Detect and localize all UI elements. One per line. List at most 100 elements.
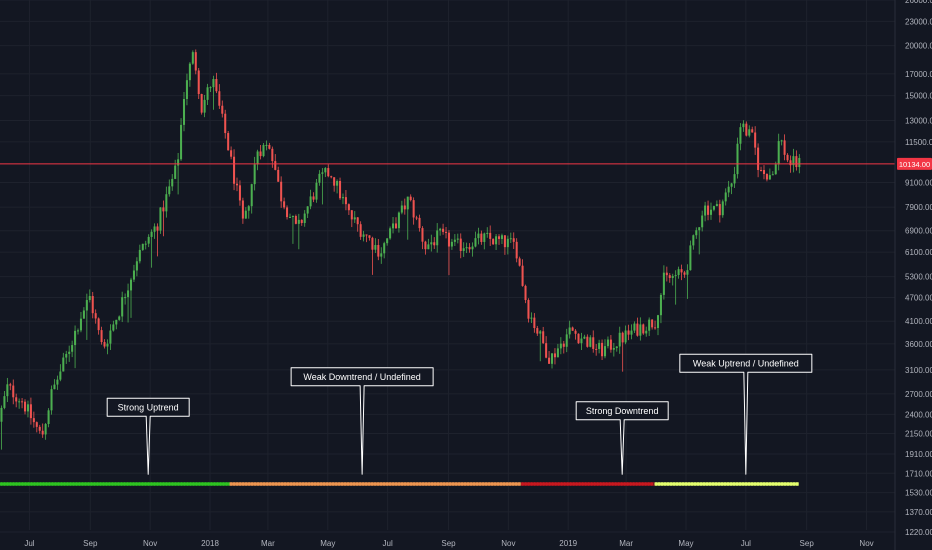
- trend-band-dot: [41, 482, 46, 486]
- candle-body: [707, 205, 710, 215]
- candle-body: [262, 145, 265, 157]
- x-tick-label: Nov: [859, 539, 873, 548]
- trend-band-dot: [221, 482, 226, 486]
- candle: [642, 323, 645, 335]
- trend-band-dot: [86, 482, 91, 486]
- trend-band-dot: [349, 482, 353, 486]
- trend-band-dot: [191, 482, 196, 486]
- candle: [200, 93, 203, 115]
- candle: [430, 234, 433, 252]
- trend-band-dot: [472, 482, 476, 486]
- trend-band-dot: [484, 482, 488, 486]
- candle: [129, 277, 133, 318]
- candle: [651, 319, 654, 330]
- candle-body: [171, 178, 174, 187]
- x-axis[interactable]: Jul Sep Nov 2018 Mar May Jul Sep Nov 2019 Mar May Ju…: [24, 539, 873, 548]
- trend-band-dot: [418, 482, 422, 486]
- trend-band-dot: [786, 482, 790, 486]
- current-price-label: 10134.00: [899, 160, 930, 169]
- candle-body: [742, 123, 745, 128]
- candle: [462, 242, 465, 257]
- candle-body: [71, 345, 74, 352]
- y-tick-label: 4700.00: [905, 293, 932, 302]
- candle-body: [595, 348, 598, 350]
- candle: [586, 334, 589, 348]
- candle-body: [194, 52, 197, 71]
- trend-band-dot: [699, 482, 703, 486]
- candle-body: [459, 238, 462, 251]
- trend-band-dot: [705, 482, 709, 486]
- candle-body: [350, 210, 353, 220]
- trend-band-dot: [17, 482, 22, 486]
- candle: [32, 411, 35, 428]
- candle: [215, 72, 218, 94]
- candle-body: [309, 196, 312, 207]
- candle: [227, 131, 230, 151]
- candle-body: [712, 206, 715, 210]
- candle-body: [665, 272, 668, 276]
- candle-body: [277, 169, 280, 182]
- trend-band-segment: [654, 482, 799, 486]
- candle-body: [603, 346, 607, 357]
- candle-body: [206, 87, 209, 100]
- candle-body: [456, 238, 459, 240]
- candle-body: [518, 258, 521, 266]
- candle: [286, 205, 289, 220]
- trend-band-dot: [89, 482, 94, 486]
- candle-body: [503, 235, 506, 248]
- candle: [377, 239, 380, 261]
- candle-body: [574, 330, 577, 334]
- candle-body: [565, 334, 568, 347]
- candle-body: [633, 323, 636, 331]
- grid-lines: [0, 0, 895, 533]
- trend-band-dot: [391, 482, 395, 486]
- candle: [383, 241, 386, 259]
- trend-band-dot: [134, 482, 139, 486]
- trend-band-dot: [602, 482, 606, 486]
- candle: [571, 326, 574, 331]
- candle: [233, 149, 236, 191]
- candle-body: [580, 338, 583, 344]
- trend-band-dot: [197, 482, 202, 486]
- candle-body: [648, 319, 651, 331]
- candle: [321, 168, 324, 205]
- trend-band-dot: [376, 482, 380, 486]
- candle-body: [359, 224, 362, 237]
- candle: [624, 325, 627, 345]
- trend-band-dot: [146, 482, 151, 486]
- candle-body: [115, 319, 118, 325]
- trend-band-dot: [328, 482, 332, 486]
- trend-band-dot: [738, 482, 742, 486]
- candle-body: [674, 275, 677, 277]
- candle-body: [315, 182, 318, 200]
- candle-body: [480, 233, 483, 242]
- trend-band-dot: [59, 482, 64, 486]
- trend-band-dot: [693, 482, 697, 486]
- candle: [341, 193, 345, 205]
- candle: [480, 230, 483, 245]
- candle: [221, 100, 224, 118]
- trend-band-dot: [581, 482, 585, 486]
- y-axis[interactable]: 26000.00 23000.00 20000.00 17000.00 15000.00…: [894, 0, 932, 550]
- candle: [683, 270, 686, 278]
- candle: [262, 143, 265, 158]
- trend-band-dot: [681, 482, 685, 486]
- y-tick-label: 3600.00: [905, 340, 932, 349]
- candle: [562, 340, 565, 354]
- candle-body: [462, 248, 465, 251]
- candle: [185, 73, 188, 106]
- candle: [565, 328, 568, 353]
- trend-band-dot: [496, 482, 500, 486]
- candle-body: [35, 422, 38, 427]
- candle: [250, 183, 253, 214]
- candle-body: [188, 63, 191, 81]
- trend-band-dot: [623, 482, 627, 486]
- candle: [50, 385, 53, 415]
- candle: [162, 200, 165, 237]
- candle-body: [9, 384, 12, 386]
- candle-body: [392, 223, 395, 229]
- trend-band-dot: [457, 482, 461, 486]
- candle: [671, 273, 674, 286]
